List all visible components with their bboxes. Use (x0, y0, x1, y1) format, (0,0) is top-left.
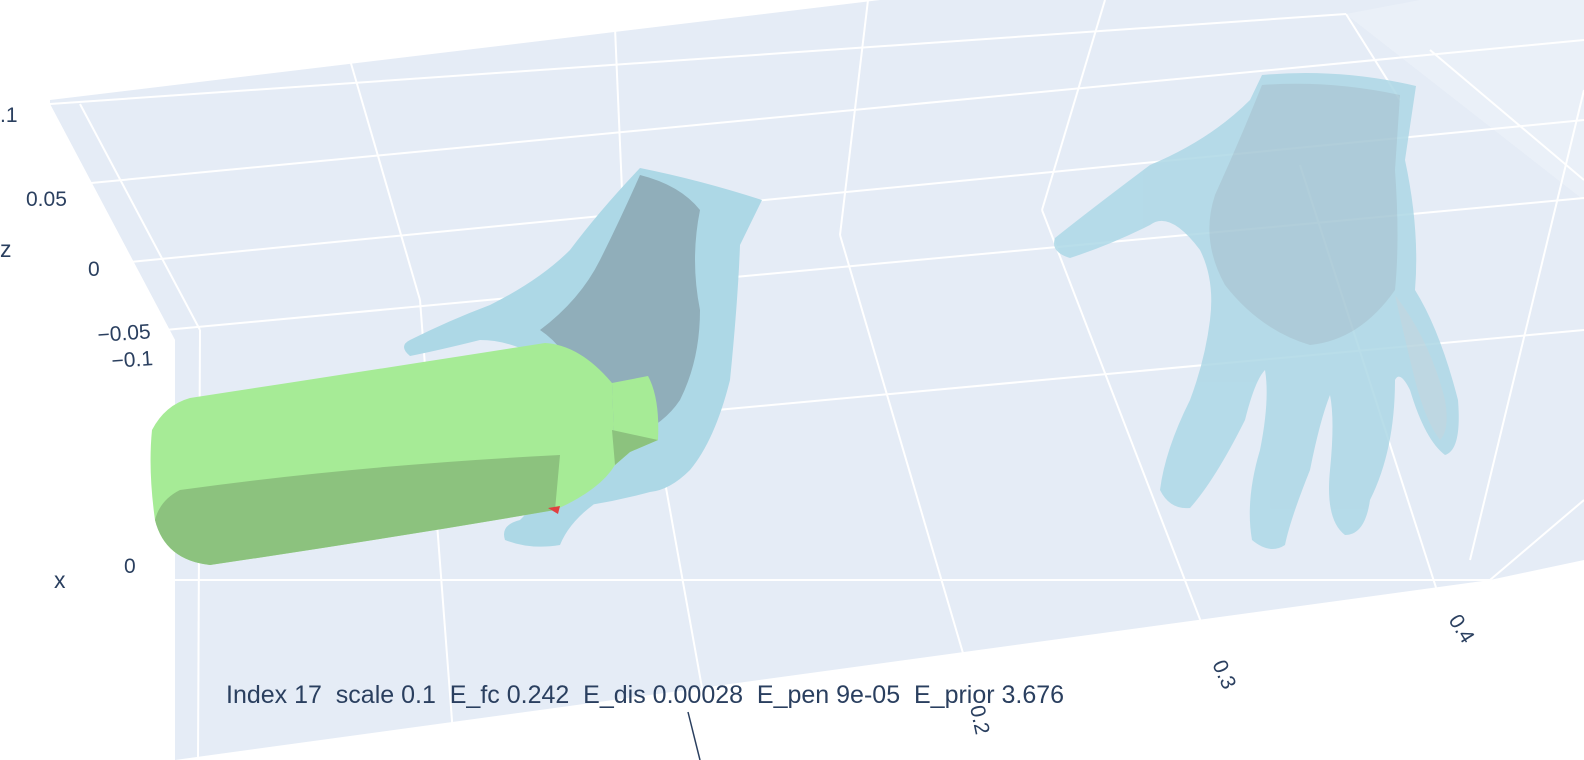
grid-line (349, 59, 421, 301)
z-axis-title: z (0, 236, 12, 262)
x-axis: x 0 (54, 555, 136, 593)
grid-line (1429, 49, 1584, 181)
z-tick-label: −0.05 (97, 320, 152, 347)
y-tick-label: 0.3 (1207, 657, 1240, 693)
grid-line (1041, 209, 1209, 641)
side-wall (1346, 0, 1584, 200)
z-tick-label: 0 (88, 258, 100, 281)
finger-shading (1395, 295, 1447, 440)
z-tick-label: .1 (0, 104, 18, 127)
y-axis-line (687, 711, 701, 760)
grid-line (1469, 89, 1584, 561)
palm-shading (1209, 83, 1400, 345)
bottle-bottom-shading (155, 455, 560, 565)
z-tick-label: −0.1 (111, 347, 154, 373)
bottle-neck-shading (612, 430, 658, 465)
y-tick-label: 0.4 (1444, 610, 1479, 647)
grid-line (1489, 499, 1584, 581)
z-axis: z .1 0.05 0 −0.05 −0.1 (0, 104, 154, 373)
grid-line (79, 103, 201, 331)
grid-line (69, 39, 1584, 186)
z-tick-label: 0.05 (26, 188, 67, 211)
x-tick-label: 0 (124, 555, 136, 578)
left-wall (0, 0, 175, 760)
bottle-object[interactable] (150, 343, 659, 565)
grid-line (839, 0, 869, 236)
grid-line (49, 13, 1347, 105)
grid-line (1041, 0, 1106, 211)
status-text: Index 17 scale 0.1 E_fc 0.242 E_dis 0.00… (226, 681, 1064, 709)
initial-hand[interactable] (1054, 73, 1459, 549)
x-axis-title: x (54, 567, 66, 593)
contact-marker (548, 506, 560, 514)
grid-line (839, 234, 966, 661)
